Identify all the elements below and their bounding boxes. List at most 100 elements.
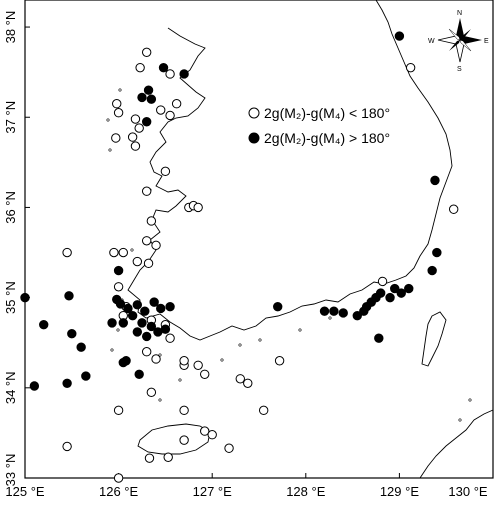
station-filled-marker: [329, 306, 339, 316]
station-filled-marker: [165, 301, 175, 312]
station-filled-marker: [134, 369, 144, 379]
station-open-marker: [111, 133, 121, 143]
longitude-ticks: 125 °E 126 °E 127 °E 128 °E 129 °E 130 °E: [5, 473, 494, 499]
station-filled-marker: [137, 318, 147, 328]
lat-tick-label: 34 °N: [3, 371, 18, 404]
station-filled-marker: [141, 117, 152, 127]
station-open-marker: [235, 374, 245, 384]
station-open-marker: [118, 247, 128, 258]
station-filled-marker: [273, 301, 283, 312]
lon-tick-label: 130 °E: [448, 484, 488, 499]
station-filled-marker: [118, 357, 128, 368]
station-filled-marker: [338, 308, 348, 318]
station-filled-marker: [374, 333, 384, 343]
station-open-marker: [163, 452, 173, 462]
compass-rose: N S E W: [428, 10, 489, 73]
station-open-marker: [179, 356, 189, 366]
station-filled-marker: [137, 92, 147, 103]
lat-tick-label: 37 °N: [3, 101, 18, 134]
station-open-marker: [274, 356, 285, 366]
station-open-marker: [113, 405, 124, 416]
lon-tick-label: 129 °E: [380, 484, 420, 499]
legend-filled-marker: [248, 132, 260, 144]
station-open-marker: [258, 405, 269, 416]
stations-lt-180: [62, 47, 459, 483]
station-open-marker: [165, 69, 175, 79]
station-open-marker: [160, 166, 171, 177]
station-filled-marker: [20, 292, 30, 303]
coastline-japan: [419, 409, 494, 479]
station-open-marker: [377, 276, 388, 287]
lon-tick-label: 128 °E: [286, 484, 326, 499]
station-open-marker: [141, 186, 152, 196]
lat-tick-label: 36 °N: [3, 191, 18, 224]
latitude-ticks: 33 °N 34 °N 35 °N 36 °N 37 °N 38 °N: [3, 11, 30, 487]
station-filled-marker: [156, 303, 166, 314]
station-filled-marker: [81, 371, 91, 381]
station-open-marker: [112, 99, 122, 109]
compass-s: S: [457, 66, 462, 73]
legend-label-gt: 2g(M₂)-g(M₄) > 180°: [264, 130, 390, 146]
lon-tick-label: 127 °E: [193, 484, 233, 499]
station-filled-marker: [432, 247, 442, 258]
map-frame: [24, 0, 494, 479]
station-filled-marker: [179, 69, 189, 79]
station-filled-marker: [127, 310, 138, 321]
lat-tick-label: 35 °N: [3, 281, 18, 314]
station-open-marker: [156, 105, 166, 115]
station-filled-marker: [140, 306, 150, 316]
legend-label-lt: 2g(M₂)-g(M₄) < 180°: [264, 105, 390, 121]
legend-open-marker: [248, 107, 260, 119]
stations-gt-180: [20, 31, 442, 391]
station-filled-marker: [319, 306, 330, 316]
compass-n: N: [457, 10, 462, 17]
station-open-marker: [151, 354, 161, 364]
station-open-marker: [109, 247, 119, 258]
station-open-marker: [135, 62, 145, 73]
station-open-marker: [146, 216, 157, 226]
island-dots: [106, 88, 472, 422]
station-open-marker: [144, 453, 155, 463]
compass-e: E: [484, 38, 489, 45]
station-open-marker: [130, 114, 141, 124]
station-open-marker: [113, 108, 124, 118]
station-open-marker: [193, 202, 203, 213]
station-open-marker: [141, 347, 152, 357]
station-open-marker: [146, 387, 157, 398]
station-open-marker: [200, 426, 210, 436]
lon-tick-label: 126 °E: [99, 484, 139, 499]
station-filled-marker: [132, 327, 143, 337]
coastline-mainland: [127, 0, 453, 341]
coastline-jeju: [137, 423, 211, 455]
station-filled-marker: [67, 328, 77, 339]
station-filled-marker: [160, 324, 171, 334]
station-open-marker: [113, 282, 124, 292]
station-filled-marker: [352, 310, 362, 321]
lat-tick-label: 38 °N: [3, 11, 18, 44]
station-filled-marker: [385, 292, 395, 303]
station-filled-marker: [107, 318, 117, 328]
station-filled-marker: [158, 62, 169, 73]
station-open-marker: [130, 141, 141, 151]
station-filled-marker: [64, 291, 74, 301]
station-filled-marker: [141, 331, 152, 342]
station-open-marker: [200, 369, 210, 379]
station-filled-marker: [143, 85, 154, 95]
station-filled-marker: [123, 303, 133, 314]
station-open-marker: [405, 62, 416, 73]
station-open-marker: [62, 247, 72, 258]
station-filled-marker: [396, 288, 406, 298]
station-open-marker: [193, 360, 203, 370]
station-filled-marker: [394, 31, 405, 41]
station-filled-marker: [62, 378, 72, 389]
station-open-marker: [448, 204, 459, 214]
station-filled-marker: [427, 265, 437, 276]
station-filled-marker: [146, 321, 157, 332]
station-open-marker: [243, 378, 253, 389]
station-filled-marker: [146, 94, 157, 104]
station-filled-marker: [149, 297, 159, 307]
station-open-marker: [151, 240, 161, 251]
lat-tick-label: 33 °N: [3, 454, 18, 487]
station-open-marker: [207, 430, 217, 440]
station-open-marker: [179, 435, 189, 445]
